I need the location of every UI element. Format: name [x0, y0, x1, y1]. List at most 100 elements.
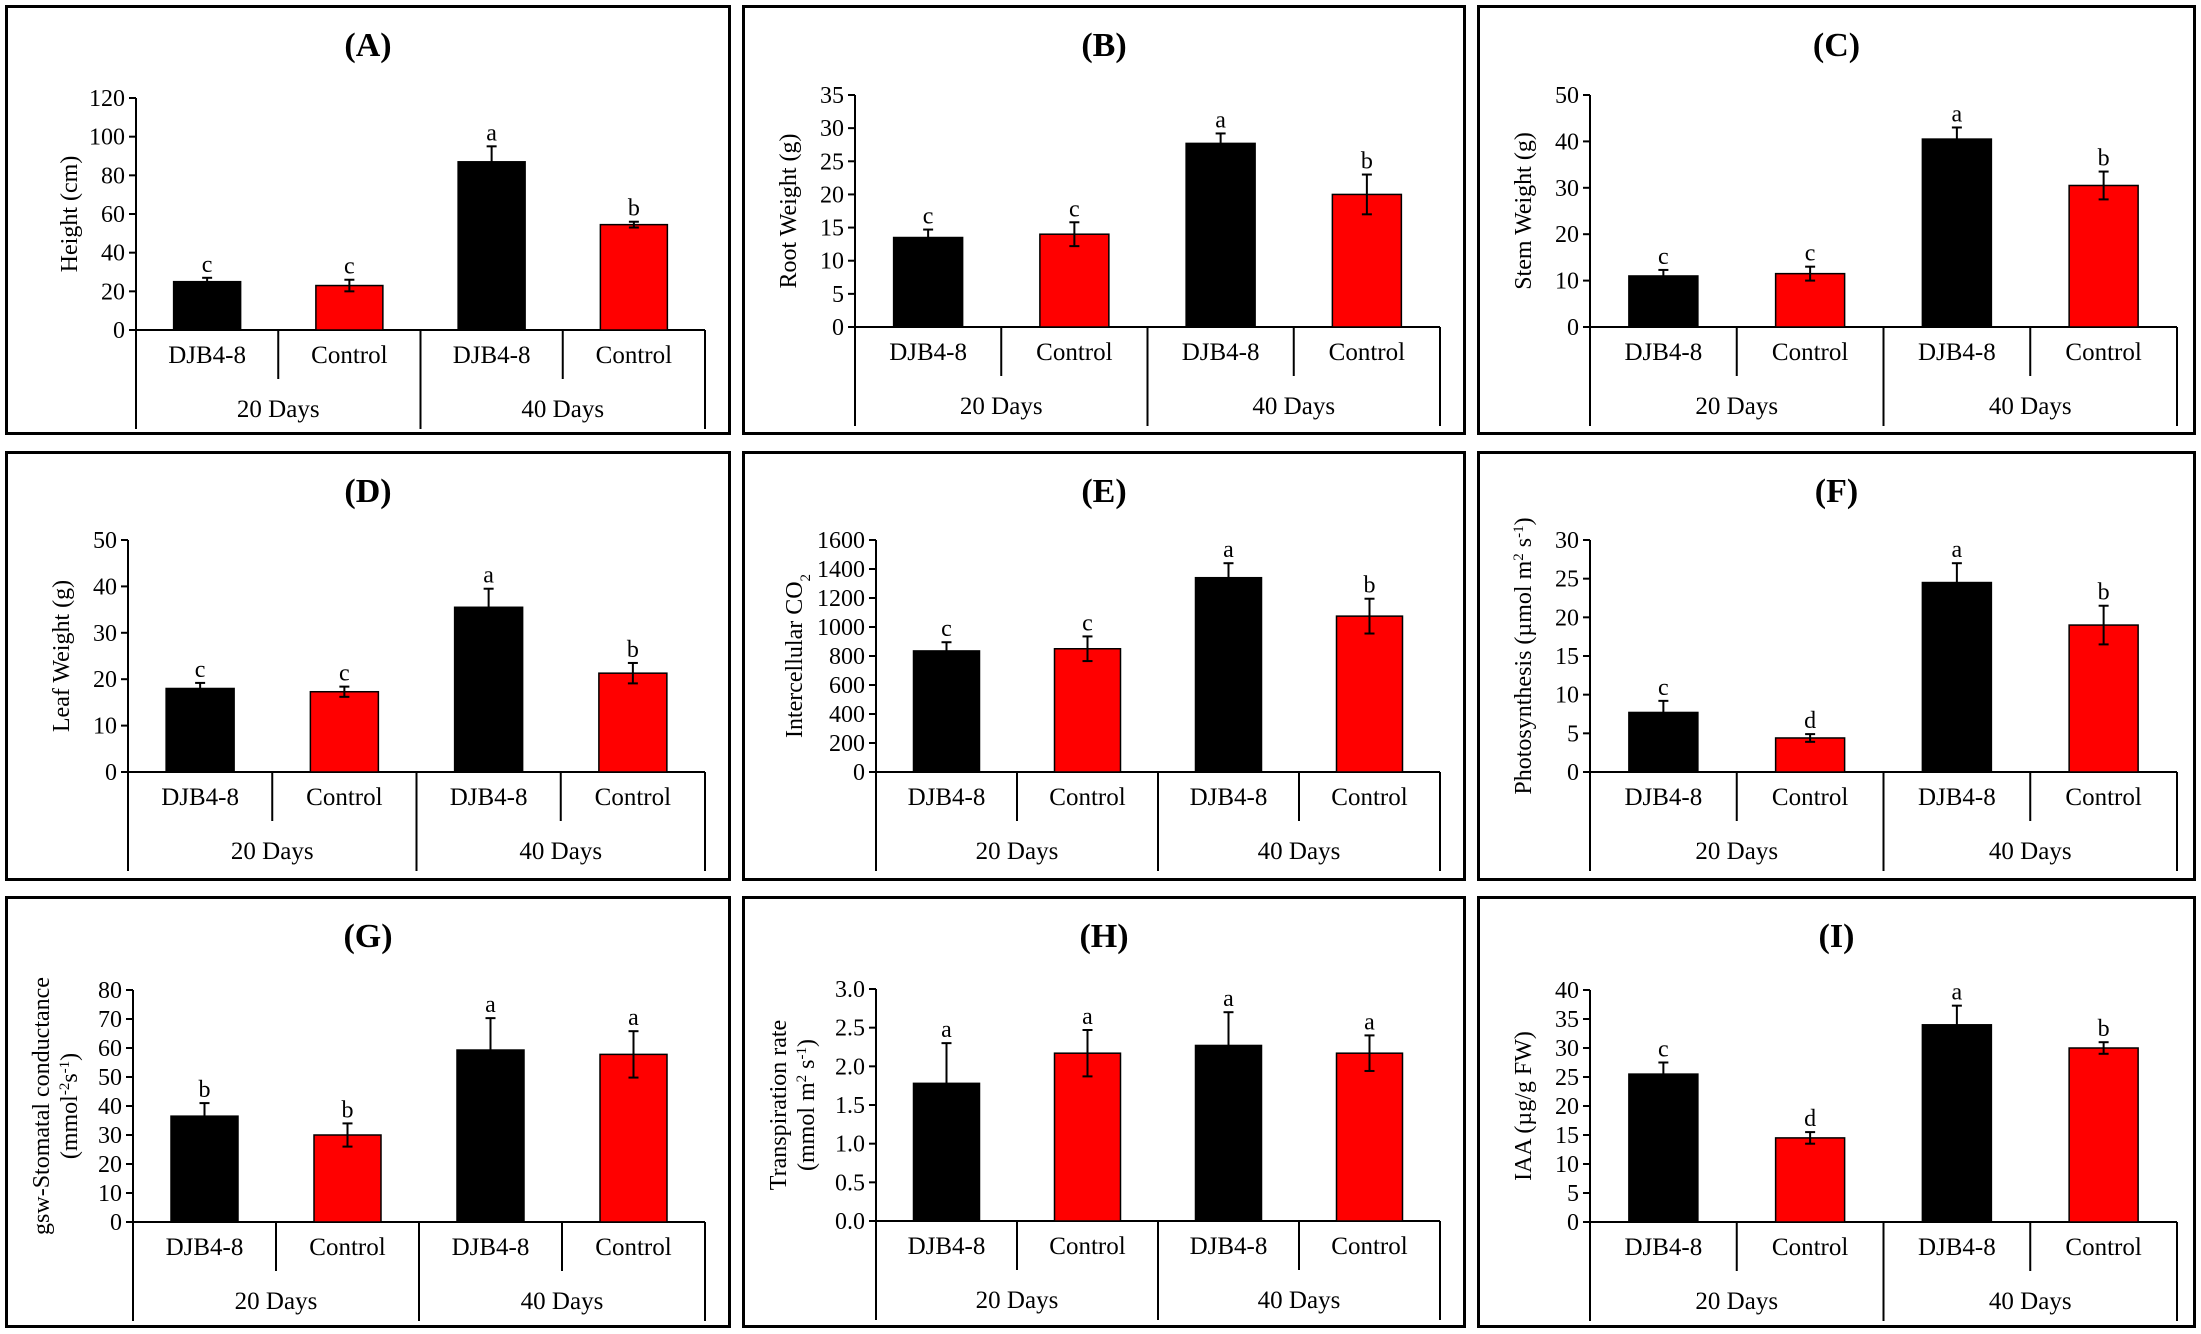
- y-tick-label: 40: [93, 574, 117, 600]
- category-label: DJB4-8: [161, 784, 239, 811]
- bar-djb4-8: [165, 687, 235, 773]
- bar-djb4-8: [1628, 275, 1699, 328]
- category-label: Control: [2065, 339, 2141, 366]
- y-axis-label-part: Stem Weight (g): [1511, 132, 1537, 290]
- significance-letter: c: [1805, 241, 1816, 267]
- y-tick-label: 30: [98, 1123, 122, 1149]
- y-tick-label: 15: [820, 216, 844, 242]
- y-axis-label-part: -1: [794, 1047, 810, 1060]
- y-tick-label: 1000: [817, 615, 865, 641]
- group-label: 40 Days: [521, 1288, 604, 1315]
- bar-control: [1774, 737, 1846, 773]
- group-label: 20 Days: [960, 393, 1043, 420]
- y-tick-label: 40: [101, 241, 125, 267]
- category-label: DJB4-8: [453, 342, 531, 369]
- y-tick-label: 0: [113, 318, 125, 344]
- y-tick-label: 0: [853, 760, 865, 786]
- bar-control: [599, 223, 669, 331]
- y-axis-label-part: 2: [1511, 553, 1527, 561]
- y-axis-label-part: Root Weight (g): [776, 134, 802, 289]
- bar-control: [1039, 233, 1110, 328]
- significance-letter: a: [485, 992, 496, 1018]
- category-label: Control: [306, 784, 382, 811]
- y-tick-label: 35: [820, 83, 844, 109]
- category-label: Control: [1049, 784, 1125, 811]
- significance-letter: b: [2098, 146, 2110, 172]
- group-label: 40 Days: [521, 396, 604, 423]
- y-tick-label: 30: [1555, 176, 1579, 202]
- y-axis-label-part: Height (cm): [57, 156, 83, 273]
- significance-letter: a: [1223, 537, 1234, 563]
- category-label: DJB4-8: [168, 342, 246, 369]
- y-tick-label: 100: [89, 125, 125, 151]
- significance-letter: a: [486, 120, 497, 146]
- y-tick-label: 40: [1555, 129, 1579, 155]
- group-label: 40 Days: [1989, 838, 2072, 865]
- category-label: DJB4-8: [1624, 339, 1702, 366]
- category-label: DJB4-8: [1918, 784, 1996, 811]
- significance-letter: a: [1952, 537, 1963, 563]
- y-axis-label-part: -2: [57, 1083, 73, 1096]
- bar-control: [2068, 1047, 2139, 1223]
- y-tick-label: 10: [1555, 683, 1579, 709]
- category-label: Control: [1329, 339, 1405, 366]
- bar-control: [1053, 1052, 1122, 1222]
- y-tick-label: 35: [1555, 1007, 1579, 1033]
- group-label: 40 Days: [1989, 1288, 2072, 1315]
- chart-panel-f: (F) 0 5 10 15 20 25 30 Photosynthesis (µmol m2 s…: [1477, 451, 2196, 881]
- category-label: Control: [1331, 1233, 1407, 1260]
- bar-djb4-8: [1921, 1024, 1993, 1223]
- chart-title: (G): [343, 918, 392, 955]
- y-tick-label: 20: [93, 667, 117, 693]
- bar-djb4-8: [170, 1115, 239, 1223]
- chart-title: (H): [1079, 918, 1128, 955]
- category-label: Control: [596, 342, 672, 369]
- significance-letter: d: [1804, 708, 1816, 734]
- y-tick-label: 5: [1567, 1181, 1579, 1207]
- chart-title: (I): [1819, 918, 1855, 955]
- chart-panel-b: (B) 0 5 10 15 20 25 30 35 Root Weight (g) c c a b DJB4…: [742, 5, 1466, 435]
- y-tick-label: 0: [105, 760, 117, 786]
- significance-letter: c: [195, 657, 206, 683]
- y-tick-label: 1.0: [835, 1132, 865, 1158]
- y-tick-label: 10: [820, 249, 844, 275]
- y-tick-label: 5: [1567, 721, 1579, 747]
- category-label: DJB4-8: [1918, 1234, 1996, 1261]
- category-label: DJB4-8: [450, 784, 528, 811]
- bar-djb4-8: [1921, 138, 1993, 328]
- category-label: DJB4-8: [166, 1234, 244, 1261]
- category-label: Control: [1772, 339, 1848, 366]
- significance-letter: c: [1069, 196, 1080, 222]
- y-axis-label-part: s: [1511, 538, 1537, 553]
- significance-letter: c: [339, 661, 350, 687]
- significance-letter: b: [628, 196, 640, 222]
- y-axis-label-part: ): [794, 1039, 820, 1047]
- y-tick-label: 10: [1555, 269, 1579, 295]
- chart-title: (D): [344, 473, 391, 510]
- category-label: DJB4-8: [1624, 784, 1702, 811]
- y-axis-label: Photosynthesis (µmol m2 s-1): [1511, 517, 1537, 794]
- y-tick-label: 200: [829, 731, 865, 757]
- y-tick-label: 20: [98, 1152, 122, 1178]
- chart-title: (F): [1815, 473, 1858, 510]
- y-axis-label-part: (mmol m: [794, 1082, 820, 1171]
- y-axis-label-part: -1: [1511, 525, 1527, 538]
- significance-letter: d: [1804, 1106, 1816, 1132]
- significance-letter: c: [1658, 1037, 1669, 1063]
- y-tick-label: 0.5: [835, 1170, 865, 1196]
- bar-control: [309, 690, 380, 773]
- y-axis-label: IAA (µg/g FW): [1511, 1031, 1537, 1181]
- significance-letter: c: [923, 204, 934, 230]
- y-tick-label: 15: [1555, 644, 1579, 670]
- chart-panel-d: (D) 0 10 20 30 40 50 Leaf Weight (g) c c a b DJB4-8 C…: [5, 451, 731, 881]
- y-tick-label: 0.0: [835, 1209, 865, 1235]
- y-tick-label: 600: [829, 673, 865, 699]
- bar-djb4-8: [457, 161, 526, 331]
- significance-letter: a: [1082, 1004, 1093, 1030]
- category-label: DJB4-8: [1182, 339, 1260, 366]
- group-label: 20 Days: [976, 1287, 1059, 1314]
- y-tick-label: 30: [93, 621, 117, 647]
- y-axis-label-part: gsw-Stomatal conductance: [29, 977, 55, 1235]
- category-label: Control: [311, 342, 387, 369]
- y-tick-label: 1400: [817, 557, 865, 583]
